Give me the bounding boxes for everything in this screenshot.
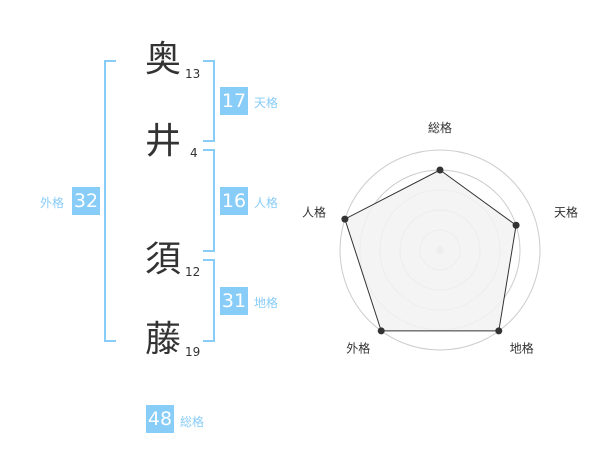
chikaku-value: 31	[220, 287, 248, 315]
radar-point-3	[377, 327, 385, 335]
stroke-count-3: 12	[185, 265, 201, 279]
jinkaku-bracket	[203, 149, 215, 252]
stroke-count-1: 13	[185, 67, 201, 81]
radar-point-4	[341, 215, 349, 223]
soukaku-label: 総格	[180, 415, 205, 429]
tenkaku-bracket	[203, 60, 215, 142]
name-char-2: 井	[144, 121, 181, 162]
radar-axis-label: 人格	[302, 204, 326, 219]
gaikaku-value: 32	[72, 187, 100, 215]
radar-axis-label: 地格	[510, 341, 534, 356]
gaikaku-bracket	[104, 60, 116, 342]
radar-axis-label: 天格	[554, 204, 578, 219]
tenkaku-label: 天格	[254, 96, 279, 110]
radar-point-1	[512, 221, 520, 229]
jinkaku-label: 人格	[254, 196, 279, 210]
name-char-3: 須	[144, 239, 181, 280]
radar-ring	[339, 149, 541, 351]
name-char-4: 藤	[144, 319, 181, 360]
soukaku-value: 48	[146, 405, 174, 433]
tenkaku-value: 17	[220, 87, 248, 115]
gaikaku-label: 外格	[40, 196, 65, 210]
chikaku-bracket	[203, 259, 215, 342]
chikaku-label: 地格	[254, 296, 279, 310]
radar-area	[344, 169, 517, 332]
radar-point-0	[436, 166, 444, 174]
radar-point-2	[495, 327, 503, 335]
radar-axis-label: 外格	[346, 341, 370, 356]
name-char-1: 奥	[144, 39, 181, 80]
jinkaku-value: 16	[220, 187, 248, 215]
radar-axis-label: 総格	[428, 120, 452, 135]
stroke-count-2: 4	[190, 146, 198, 160]
stroke-count-4: 19	[185, 345, 201, 359]
